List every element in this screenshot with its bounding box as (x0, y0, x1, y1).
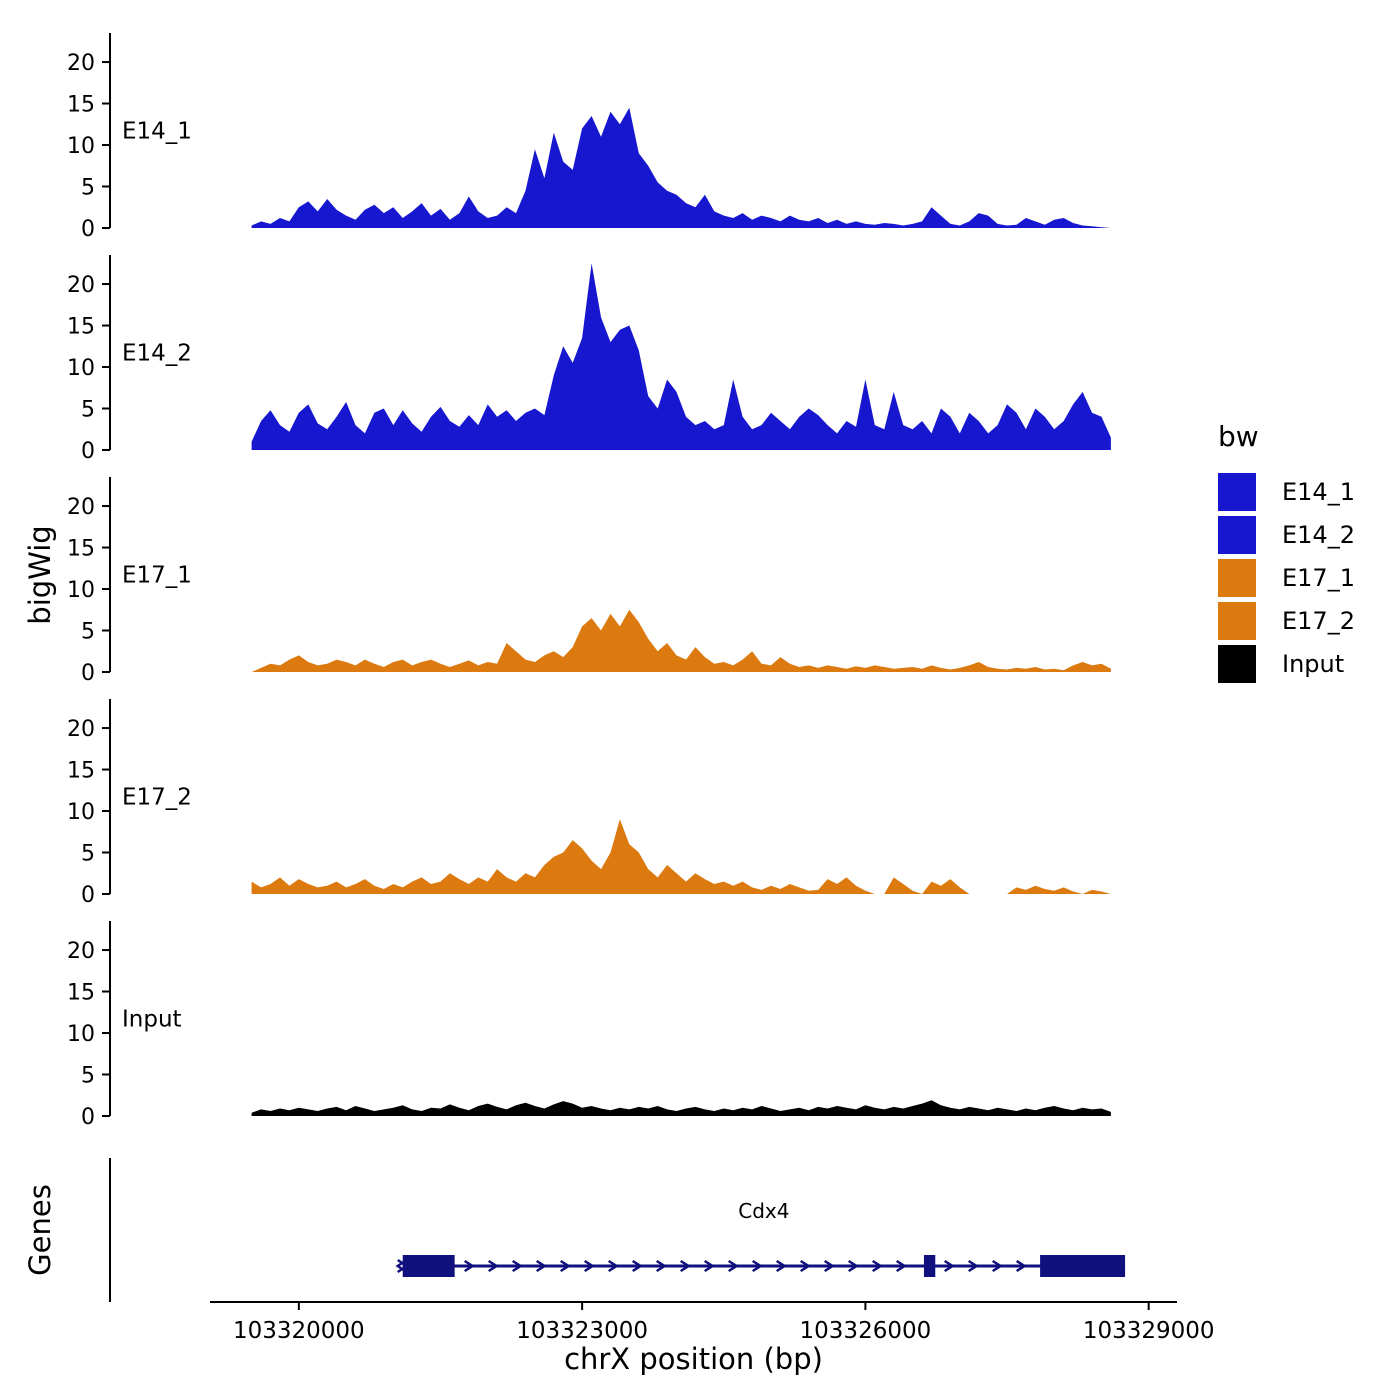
legend-label: E14_1 (1282, 478, 1355, 506)
track-label-E17_1: E17_1 (122, 563, 192, 589)
track-label-E14_1: E14_1 (122, 119, 192, 145)
legend-label: E14_2 (1282, 521, 1355, 549)
strand-arrow-icon (967, 1259, 980, 1273)
strand-arrow-icon (679, 1259, 692, 1273)
legend-entry-Input: Input (1218, 645, 1355, 683)
strand-arrow-icon (559, 1259, 572, 1273)
x-axis-title: chrX position (bp) (564, 1342, 823, 1376)
legend: bw E14_1 E14_2 E17_1 E17_2 Input (1218, 420, 1355, 688)
legend-label: Input (1282, 650, 1345, 678)
coverage-area-E17_1 (251, 609, 1111, 672)
y-tick-label: 10 (67, 578, 95, 603)
genes-panel: Cdx4 (109, 1158, 1126, 1302)
y-tick-label: 20 (67, 939, 95, 964)
y-tick-label: 5 (81, 620, 95, 645)
legend-entries: E14_1 E14_2 E17_1 E17_2 Input (1218, 473, 1355, 683)
legend-swatch-icon (1218, 516, 1256, 554)
strand-arrow-icon (727, 1259, 740, 1273)
y-tick-label: 15 (67, 981, 95, 1006)
legend-swatch-icon (1218, 559, 1256, 597)
legend-entry-E17_2: E17_2 (1218, 602, 1355, 640)
y-tick-label: 10 (67, 356, 95, 381)
y-tick-label: 10 (67, 800, 95, 825)
x-tick-label: 103329000 (1083, 1318, 1215, 1344)
y-tick-label: 5 (81, 1064, 95, 1089)
y-tick-label: 0 (81, 1105, 95, 1130)
track-panel-E14_2: 0 5 10 15 20 E14_2 (67, 255, 1111, 464)
legend-label: E17_1 (1282, 564, 1355, 592)
strand-arrow-icon (871, 1259, 884, 1273)
legend-entry-E17_1: E17_1 (1218, 559, 1355, 597)
strand-arrow-icon (847, 1259, 860, 1273)
strand-arrow-icon (463, 1259, 476, 1273)
strand-arrow-icon (751, 1259, 764, 1273)
legend-swatch-icon (1218, 602, 1256, 640)
y-tick-label: 0 (81, 883, 95, 908)
strand-arrow-icon (991, 1259, 1004, 1273)
y-tick-label: 15 (67, 315, 95, 340)
y-tick-label: 20 (67, 495, 95, 520)
coverage-area-E14_1 (251, 107, 1111, 228)
coverage-area-E14_2 (251, 263, 1111, 450)
legend-entry-E14_2: E14_2 (1218, 516, 1355, 554)
x-tick-label: 103320000 (233, 1318, 365, 1344)
y-tick-label: 10 (67, 134, 95, 159)
y-tick-label: 15 (67, 537, 95, 562)
y-tick-label: 0 (81, 661, 95, 686)
y-tick-label: 15 (67, 93, 95, 118)
track-panel-E17_2: 0 5 10 15 20 E17_2 (67, 699, 1111, 908)
coverage-area-Input (251, 1100, 1111, 1116)
gene-exon (1040, 1255, 1126, 1277)
gene-exon (923, 1255, 936, 1277)
y-tick-label: 20 (67, 717, 95, 742)
track-panel-E14_1: 0 5 10 15 20 E14_1 (67, 33, 1111, 242)
strand-arrow-icon (775, 1259, 788, 1273)
strand-arrow-icon (823, 1259, 836, 1273)
track-label-Input: Input (122, 1007, 182, 1033)
legend-entry-E14_1: E14_1 (1218, 473, 1355, 511)
legend-label: E17_2 (1282, 607, 1355, 635)
strand-arrow-icon (631, 1259, 644, 1273)
strand-arrow-icon (703, 1259, 716, 1273)
strand-arrow-icon (1015, 1259, 1028, 1273)
legend-title: bw (1218, 420, 1259, 453)
strand-arrow-icon (943, 1259, 956, 1273)
strand-arrow-icon (607, 1259, 620, 1273)
strand-arrow-icon (583, 1259, 596, 1273)
y-tick-label: 15 (67, 759, 95, 784)
coverage-area-E17_2 (251, 819, 1111, 894)
y-tick-label: 10 (67, 1022, 95, 1047)
y-tick-label: 0 (81, 439, 95, 464)
y-tick-label: 20 (67, 273, 95, 298)
track-label-E14_2: E14_2 (122, 341, 192, 367)
strand-arrow-icon (535, 1259, 548, 1273)
y-tick-label: 5 (81, 842, 95, 867)
track-panel-E17_1: 0 5 10 15 20 E17_1 (67, 477, 1111, 686)
strand-arrow-icon (799, 1259, 812, 1273)
x-tick-label: 103323000 (516, 1318, 648, 1344)
y-tick-label: 20 (67, 51, 95, 76)
strand-arrow-icon (487, 1259, 500, 1273)
y-tick-label: 5 (81, 398, 95, 423)
y-tick-label: 5 (81, 176, 95, 201)
x-axis: 103320000 103323000 103326000 103329000 (210, 1301, 1215, 1344)
gene-name-label: Cdx4 (738, 1199, 789, 1223)
x-tick-label: 103326000 (800, 1318, 932, 1344)
gene-exon (402, 1255, 455, 1277)
track-label-E17_2: E17_2 (122, 785, 192, 811)
strand-arrow-icon (511, 1259, 524, 1273)
legend-swatch-icon (1218, 645, 1256, 683)
strand-arrow-icon (895, 1259, 908, 1273)
strand-arrow-icon (655, 1259, 668, 1273)
legend-swatch-icon (1218, 473, 1256, 511)
y-tick-label: 0 (81, 217, 95, 242)
track-panel-Input: 0 5 10 15 20 Input (67, 921, 1111, 1130)
